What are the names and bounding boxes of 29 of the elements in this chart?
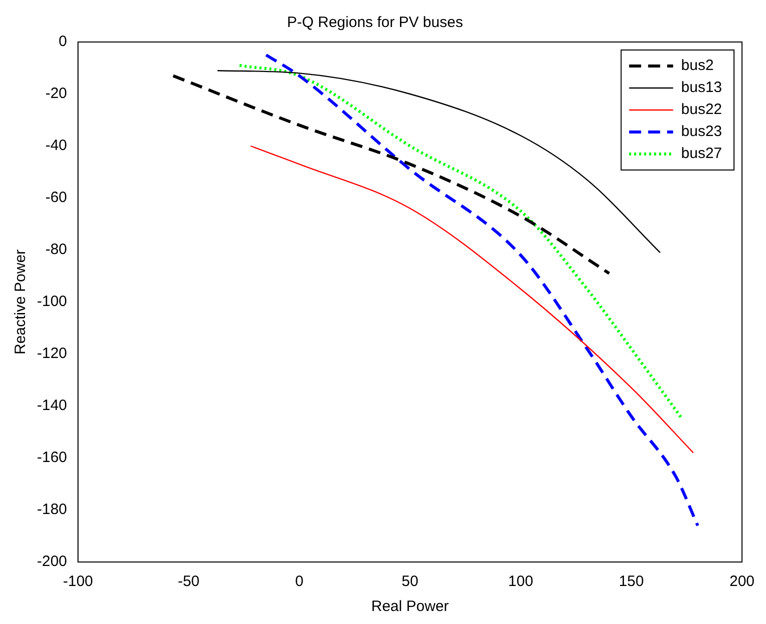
line-series <box>172 74 611 275</box>
x-tick-label: 50 <box>402 573 418 590</box>
legend-label: bus13 <box>681 79 722 96</box>
x-tick-label: 0 <box>295 573 304 590</box>
x-tick-label: -100 <box>63 573 94 590</box>
y-tick-label: -160 <box>36 449 68 466</box>
x-axis-title: Real Power <box>371 598 449 616</box>
legend-label: bus27 <box>681 145 722 162</box>
y-tick-label: -80 <box>45 241 68 258</box>
line-series <box>238 64 684 420</box>
x-tick-label: 150 <box>618 573 644 590</box>
y-tick-label: -20 <box>45 85 68 102</box>
y-tick-label: -200 <box>36 553 68 570</box>
y-tick-label: -60 <box>45 189 68 206</box>
y-tick-label: -120 <box>36 345 68 362</box>
x-tick-label: 200 <box>729 573 755 590</box>
line-series <box>216 70 661 254</box>
legend-label: bus22 <box>681 101 722 118</box>
y-tick-label: 0 <box>58 33 68 50</box>
x-tick-label: -50 <box>178 573 200 590</box>
legend-label: bus23 <box>681 123 722 140</box>
y-tick-label: -140 <box>36 397 68 414</box>
x-tick-label: 100 <box>508 573 534 590</box>
y-tick-label: -180 <box>36 501 68 518</box>
y-tick-label: -100 <box>36 293 68 310</box>
legend-label: bus2 <box>681 57 714 74</box>
chart-title: P-Q Regions for PV buses <box>287 14 463 32</box>
y-axis-title: Reactive Power <box>12 249 30 355</box>
y-tick-label: -40 <box>45 137 68 154</box>
